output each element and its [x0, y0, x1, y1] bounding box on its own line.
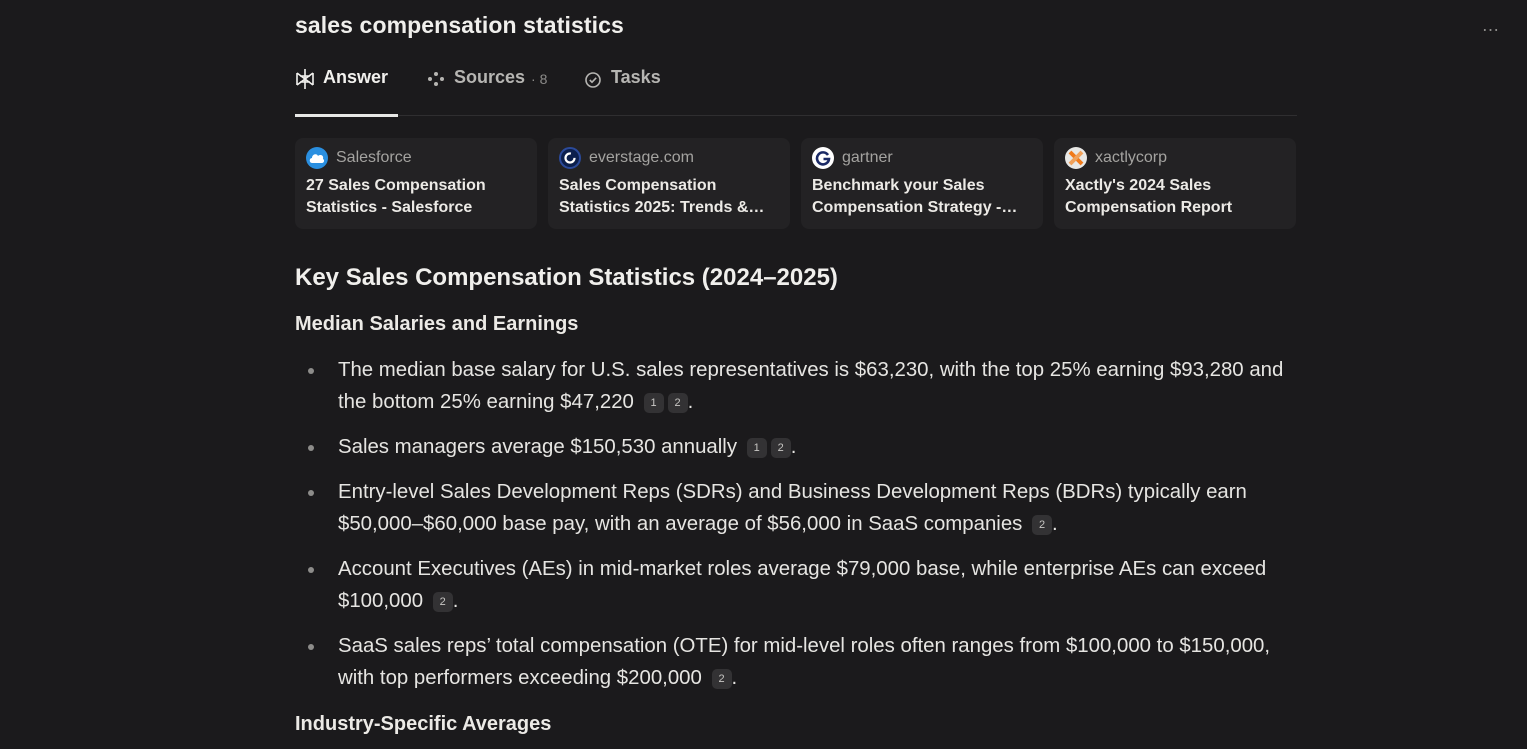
gartner-g-icon [812, 147, 834, 169]
tab-tasks-label: Tasks [611, 67, 661, 87]
source-site: everstage.com [589, 149, 694, 166]
tasks-icon [583, 68, 603, 90]
tab-sources[interactable]: Sources · 8 [426, 64, 547, 116]
source-title: Benchmark your Sales Compensation Strate… [812, 177, 1018, 216]
list-item: SaaS sales reps’ total compensation (OTE… [295, 630, 1297, 694]
source-header: Salesforce [306, 147, 526, 169]
sources-icon [426, 68, 446, 90]
source-card[interactable]: Salesforce 27 Sales Compensation Statist… [295, 138, 537, 229]
citation-badge[interactable]: 2 [667, 393, 688, 413]
list-item: Sales managers average $150,530 annually… [295, 431, 1297, 463]
citation-badge[interactable]: 2 [711, 669, 732, 689]
citation-badge[interactable]: 2 [1032, 515, 1053, 535]
citation-badge[interactable]: 2 [770, 438, 791, 458]
list-item-text: The median base salary for U.S. sales re… [338, 359, 1284, 413]
tab-answer[interactable]: Answer [295, 64, 398, 117]
source-site: Salesforce [336, 149, 412, 166]
list-item-text: Entry-level Sales Development Reps (SDRs… [338, 481, 1247, 535]
source-site: xactlycorp [1095, 149, 1168, 166]
list-item-period: . [731, 667, 738, 689]
section-heading-median-salaries: Median Salaries and Earnings [295, 313, 579, 335]
source-card[interactable]: everstage.com Sales Compensation Statist… [548, 138, 790, 229]
tab-bar: Answer Sources · 8 Tasks [295, 64, 1297, 117]
list-item-text: Sales managers average $150,530 annually [338, 436, 738, 458]
source-title: 27 Sales Compensation Statistics - Sales… [306, 177, 486, 216]
citation-badge[interactable]: 1 [643, 393, 664, 413]
source-card[interactable]: xactlycorp Xactly's 2024 Sales Compensat… [1054, 138, 1296, 229]
list-item: Account Executives (AEs) in mid-market r… [295, 553, 1297, 617]
sources-count: · 8 [531, 71, 548, 87]
source-header: everstage.com [559, 147, 779, 169]
source-site: gartner [842, 149, 893, 166]
answer-heading: Key Sales Compensation Statistics (2024–… [295, 264, 838, 291]
sources-count-value: 8 [539, 71, 548, 87]
list-item-period: . [790, 436, 797, 458]
citation-badge[interactable]: 2 [432, 592, 453, 612]
source-header: gartner [812, 147, 1032, 169]
tab-tasks[interactable]: Tasks [583, 64, 661, 116]
salesforce-cloud-icon [306, 147, 328, 169]
list-item: Entry-level Sales Development Reps (SDRs… [295, 476, 1297, 540]
query-title: sales compensation statistics [295, 12, 624, 38]
source-title: Sales Compensation Statistics 2025: Tren… [559, 177, 765, 216]
source-card[interactable]: gartner Benchmark your Sales Compensatio… [801, 138, 1043, 229]
source-title: Xactly's 2024 Sales Compensation Report [1065, 177, 1233, 216]
section-heading-industry-averages: Industry-Specific Averages [295, 713, 552, 735]
list-item-text: SaaS sales reps’ total compensation (OTE… [338, 635, 1271, 689]
source-header: xactlycorp [1065, 147, 1285, 169]
tab-sources-label: Sources [454, 67, 526, 87]
bullet-list: The median base salary for U.S. sales re… [295, 354, 1297, 694]
list-item-period: . [1052, 513, 1058, 535]
list-item-period: . [452, 590, 459, 612]
xactly-x-icon [1065, 147, 1087, 169]
list-item: The median base salary for U.S. sales re… [295, 354, 1297, 418]
list-item-period: . [687, 391, 694, 413]
tab-answer-label: Answer [323, 67, 389, 87]
more-options-button[interactable]: … [1481, 15, 1501, 35]
answer-icon [295, 68, 315, 90]
source-cards: Salesforce 27 Sales Compensation Statist… [295, 138, 1296, 229]
list-item-text: Account Executives (AEs) in mid-market r… [338, 558, 1267, 612]
everstage-ring-icon [559, 147, 581, 169]
citation-badge[interactable]: 1 [746, 438, 767, 458]
